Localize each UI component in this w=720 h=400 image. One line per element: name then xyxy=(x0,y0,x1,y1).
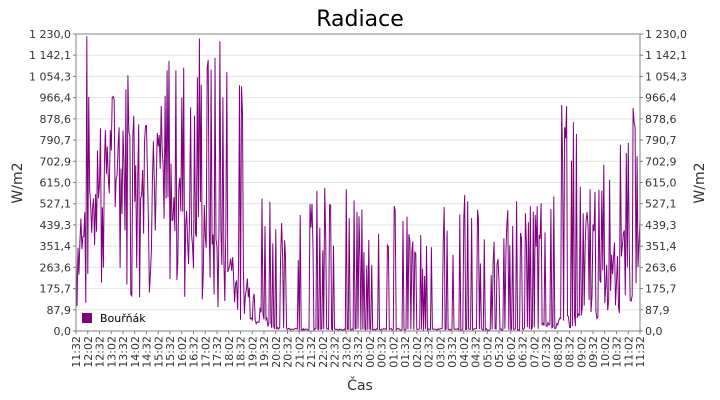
x-tick-label: 17:02 xyxy=(199,336,212,368)
x-tick-label: 03:32 xyxy=(446,336,459,368)
x-tick-label: 11:32 xyxy=(634,336,647,368)
x-tick-label: 00:02 xyxy=(364,336,377,368)
series-line-bou-k xyxy=(75,36,641,332)
x-tick-label: 19:32 xyxy=(258,336,271,368)
x-axis: 11:3212:0212:3213:0213:3214:0214:3215:02… xyxy=(70,331,647,368)
legend-label: Bouřňák xyxy=(100,312,146,325)
x-tick-label: 18:32 xyxy=(235,336,248,368)
x-tick-label: 05:32 xyxy=(493,336,506,368)
x-tick-label: 10:32 xyxy=(611,336,624,368)
y-tick-label: 175,7 xyxy=(645,283,677,296)
y-tick-label: 1 230,0 xyxy=(29,28,71,41)
y-tick-label: 1 142,1 xyxy=(29,49,71,62)
series-layer xyxy=(75,36,641,332)
y-tick-label: 966,4 xyxy=(40,92,72,105)
x-tick-label: 16:02 xyxy=(176,336,189,368)
y-tick-label: 87,9 xyxy=(645,304,670,317)
y-tick-label: 527,1 xyxy=(645,198,677,211)
y-tick-label: 175,7 xyxy=(40,283,72,296)
x-axis-label: Čas xyxy=(347,376,373,394)
y-tick-label: 790,7 xyxy=(645,134,677,147)
y-tick-label: 1 054,3 xyxy=(645,70,687,83)
y-tick-label: 263,6 xyxy=(645,261,677,274)
x-tick-label: 13:32 xyxy=(117,336,130,368)
y-axis-left: 0,0 87,9 175,7 263,6 351,4 439,3 527,1 615,0 702… xyxy=(29,28,76,338)
y-tick-label: 351,4 xyxy=(40,240,72,253)
x-tick-label: 21:32 xyxy=(305,336,318,368)
x-tick-label: 17:32 xyxy=(211,336,224,368)
x-tick-label: 12:32 xyxy=(94,336,107,368)
x-tick-label: 07:32 xyxy=(540,336,553,368)
x-tick-label: 05:02 xyxy=(481,336,494,368)
x-tick-label: 20:32 xyxy=(282,336,295,368)
y-tick-label: 351,4 xyxy=(645,240,677,253)
x-tick-label: 08:32 xyxy=(564,336,577,368)
x-tick-label: 11:32 xyxy=(70,336,83,368)
x-tick-label: 06:02 xyxy=(505,336,518,368)
y-tick-label: 439,3 xyxy=(40,219,72,232)
y-tick-label: 0,0 xyxy=(645,325,663,338)
y-tick-label: 87,9 xyxy=(47,304,72,317)
x-tick-label: 14:02 xyxy=(129,336,142,368)
y-tick-label: 878,6 xyxy=(40,113,72,126)
y-tick-label: 966,4 xyxy=(645,92,677,105)
x-tick-label: 23:32 xyxy=(352,336,365,368)
x-tick-label: 12:02 xyxy=(82,336,95,368)
x-tick-label: 20:02 xyxy=(270,336,283,368)
y-tick-label: 439,3 xyxy=(645,219,677,232)
x-tick-label: 07:02 xyxy=(528,336,541,368)
y-tick-label: 1 054,3 xyxy=(29,70,71,83)
x-tick-label: 21:02 xyxy=(293,336,306,368)
x-tick-label: 14:32 xyxy=(141,336,154,368)
y-tick-label: 702,9 xyxy=(40,155,72,168)
x-tick-label: 06:32 xyxy=(517,336,530,368)
x-tick-label: 00:32 xyxy=(376,336,389,368)
x-tick-label: 03:02 xyxy=(434,336,447,368)
x-tick-label: 23:02 xyxy=(340,336,353,368)
x-tick-label: 11:02 xyxy=(622,336,635,368)
x-tick-label: 04:02 xyxy=(458,336,471,368)
y-tick-label: 0,0 xyxy=(54,325,72,338)
x-tick-label: 15:32 xyxy=(164,336,177,368)
x-tick-label: 16:32 xyxy=(188,336,201,368)
x-tick-label: 02:02 xyxy=(411,336,424,368)
y-tick-label: 263,6 xyxy=(40,261,72,274)
x-tick-label: 04:32 xyxy=(470,336,483,368)
legend-swatch xyxy=(82,313,92,323)
x-tick-label: 19:02 xyxy=(246,336,259,368)
chart-title: Radiace xyxy=(316,7,403,32)
y-tick-label: 702,9 xyxy=(645,155,677,168)
x-tick-label: 13:02 xyxy=(105,336,118,368)
y-tick-label: 790,7 xyxy=(40,134,72,147)
x-tick-label: 01:02 xyxy=(387,336,400,368)
x-tick-label: 15:02 xyxy=(152,336,165,368)
y-tick-label: 527,1 xyxy=(40,198,72,211)
y-tick-label: 878,6 xyxy=(645,113,677,126)
x-tick-label: 22:32 xyxy=(329,336,342,368)
x-tick-label: 22:02 xyxy=(317,336,330,368)
y-tick-label: 1 142,1 xyxy=(645,49,687,62)
y-axis-right: 0,0 87,9 175,7 263,6 351,4 439,3 527,1 615,0 702… xyxy=(640,28,687,338)
y-axis-label-right: W/m2 xyxy=(692,162,708,203)
x-tick-label: 08:02 xyxy=(552,336,565,368)
legend: Bouřňák xyxy=(82,312,146,325)
x-tick-label: 10:02 xyxy=(599,336,612,368)
y-tick-label: 1 230,0 xyxy=(645,28,687,41)
y-axis-label-left: W/m2 xyxy=(10,162,26,203)
x-tick-label: 18:02 xyxy=(223,336,236,368)
x-tick-label: 09:02 xyxy=(575,336,588,368)
x-tick-label: 01:32 xyxy=(399,336,412,368)
x-tick-label: 02:32 xyxy=(423,336,436,368)
y-tick-label: 615,0 xyxy=(645,177,677,190)
y-tick-label: 615,0 xyxy=(40,177,72,190)
x-tick-label: 09:32 xyxy=(587,336,600,368)
